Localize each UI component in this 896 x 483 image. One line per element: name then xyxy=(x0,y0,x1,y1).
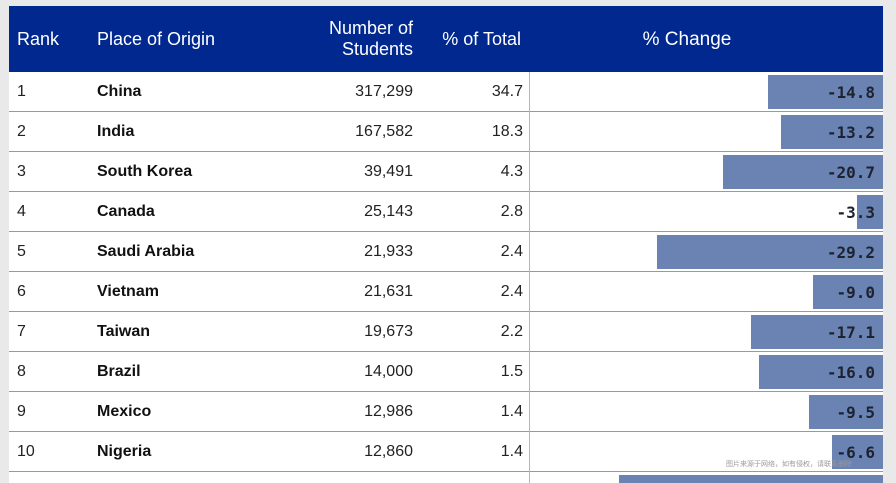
header-rank: Rank xyxy=(17,28,60,49)
students-cell: 12,986 xyxy=(364,403,413,420)
watermark-text: 图片来源于网络，如有侵权，请联系删除 xyxy=(726,461,852,468)
data-table: Rank Place of Origin Number of Students … xyxy=(9,6,883,483)
pct-change-cell: -20.7 xyxy=(530,152,883,191)
table-row: 2 India 167,582 18.3 -13.2 xyxy=(9,112,883,152)
table-row: 7 Taiwan 19,673 2.2 -17.1 xyxy=(9,312,883,352)
pct-change-cell: -13.2 xyxy=(530,112,883,151)
change-label: -29.2 xyxy=(826,243,875,262)
rank-cell: 6 xyxy=(17,283,26,300)
pct-change-cell: -6.6 xyxy=(530,432,883,471)
rank-cell: 1 xyxy=(17,83,26,100)
table-row: 4 Canada 25,143 2.8 -3.3 xyxy=(9,192,883,232)
pct-change-cell: -29.2 xyxy=(530,232,883,271)
pct-change-cell: -14.8 xyxy=(530,72,883,111)
change-bar xyxy=(813,275,883,309)
pct-change-cell: -9.5 xyxy=(530,392,883,431)
change-label: -9.5 xyxy=(836,403,875,422)
place-cell: Mexico xyxy=(97,403,152,420)
pct-change-cell: -17.1 xyxy=(530,312,883,351)
header-percent-of-total: % of Total xyxy=(442,28,521,49)
students-cell: 21,631 xyxy=(364,283,413,300)
partial-next-bar xyxy=(619,475,883,483)
rank-cell: 3 xyxy=(17,163,26,180)
rank-cell: 10 xyxy=(17,443,35,460)
students-cell: 317,299 xyxy=(355,83,413,100)
students-cell: 21,933 xyxy=(364,243,413,260)
change-bar xyxy=(809,395,883,429)
header-students-line2: Students xyxy=(341,39,413,59)
rank-cell: 4 xyxy=(17,203,26,220)
place-cell: China xyxy=(97,83,142,100)
table-row: 5 Saudi Arabia 21,933 2.4 -29.2 xyxy=(9,232,883,272)
change-bar xyxy=(780,115,883,149)
pct-change-cell: -16.0 xyxy=(530,352,883,391)
table-header: Rank Place of Origin Number of Students … xyxy=(9,6,883,72)
students-cell: 14,000 xyxy=(364,363,413,380)
rank-cell: 7 xyxy=(17,323,26,340)
place-cell: Brazil xyxy=(97,363,141,380)
pct-total-cell: 1.5 xyxy=(500,363,523,380)
rank-cell: 5 xyxy=(17,243,26,260)
change-label: -17.1 xyxy=(826,323,875,342)
pct-total-cell: 34.7 xyxy=(491,83,523,100)
place-cell: Saudi Arabia xyxy=(97,243,195,260)
table-row: 9 Mexico 12,986 1.4 -9.5 xyxy=(9,392,883,432)
pct-total-cell: 2.8 xyxy=(500,203,523,220)
students-cell: 12,860 xyxy=(364,443,413,460)
rank-cell: 9 xyxy=(17,403,26,420)
table-row: 1 China 317,299 34.7 -14.8 xyxy=(9,72,883,112)
pct-total-cell: 1.4 xyxy=(500,403,523,420)
pct-total-cell: 2.2 xyxy=(500,323,523,340)
place-cell: South Korea xyxy=(97,163,193,180)
table-row: 3 South Korea 39,491 4.3 -20.7 xyxy=(9,152,883,192)
change-label: -14.8 xyxy=(826,83,875,102)
change-label: -9.0 xyxy=(836,283,875,302)
place-cell: India xyxy=(97,123,135,140)
table-row: 8 Brazil 14,000 1.5 -16.0 xyxy=(9,352,883,392)
pct-total-cell: 1.4 xyxy=(500,443,523,460)
pct-total-cell: 2.4 xyxy=(500,243,523,260)
rank-cell: 8 xyxy=(17,363,26,380)
header-number-of-students: Number of Students xyxy=(299,6,413,72)
header-percent-change: % Change xyxy=(642,28,732,50)
header-students-line1: Number of xyxy=(328,18,413,38)
change-bar xyxy=(768,75,883,109)
place-cell: Vietnam xyxy=(97,283,159,300)
change-label: -6.6 xyxy=(836,443,875,462)
change-label: -16.0 xyxy=(826,363,875,382)
pct-total-cell: 2.4 xyxy=(500,283,523,300)
change-bar xyxy=(857,195,883,229)
change-bar xyxy=(759,355,883,389)
place-cell: Taiwan xyxy=(97,323,151,340)
pct-total-cell: 4.3 xyxy=(500,163,523,180)
students-cell: 19,673 xyxy=(364,323,413,340)
students-cell: 25,143 xyxy=(364,203,413,220)
change-bar xyxy=(657,235,883,269)
change-bar xyxy=(722,155,883,189)
change-label: -3.3 xyxy=(836,203,875,222)
change-bar xyxy=(831,435,883,469)
change-label: -20.7 xyxy=(826,163,875,182)
rank-cell: 2 xyxy=(17,123,26,140)
students-cell: 167,582 xyxy=(355,123,413,140)
pct-change-cell: -9.0 xyxy=(530,272,883,311)
students-cell: 39,491 xyxy=(364,163,413,180)
table-row: 6 Vietnam 21,631 2.4 -9.0 xyxy=(9,272,883,312)
column-divider xyxy=(529,72,530,483)
table-row: 10 Nigeria 12,860 1.4 -6.6 xyxy=(9,432,883,472)
change-bar xyxy=(750,315,883,349)
change-label: -13.2 xyxy=(826,123,875,142)
place-cell: Canada xyxy=(97,203,155,220)
pct-total-cell: 18.3 xyxy=(491,123,523,140)
pct-change-cell: -3.3 xyxy=(530,192,883,231)
place-cell: Nigeria xyxy=(97,443,152,460)
header-place-of-origin: Place of Origin xyxy=(97,28,216,49)
